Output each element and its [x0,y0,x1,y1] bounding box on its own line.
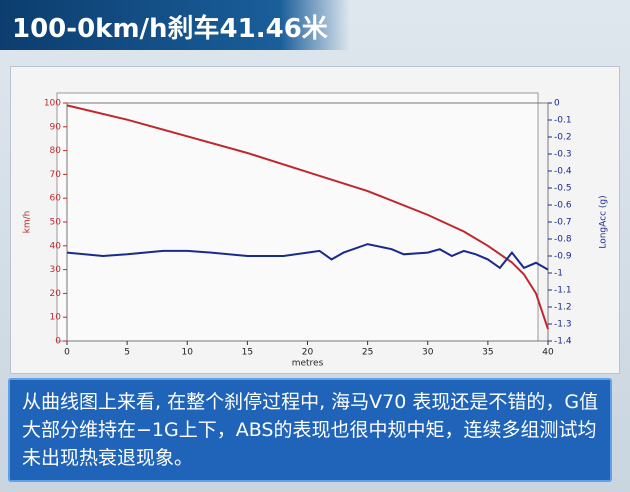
y2-tick-label: -1 [554,269,563,279]
x-tick-label: 0 [64,348,70,358]
y-tick-label: 90 [50,122,62,132]
chart: 0 5 10 15 20 25 30 35 40 0 10 20 30 40 50 60 70 80 90 100 0 -… [23,92,609,369]
caption-box: 从曲线图上来看, 在整个刹停过程中, 海马V70 表现还是不错的，G值大部分维持… [8,378,612,482]
y2-tick-label: -1.1 [554,286,572,296]
y2-tick-label: -0.5 [554,184,572,194]
data-line [66,104,549,330]
data-line [66,243,549,271]
y-tick-label: 60 [50,194,62,204]
x-tick-label: 10 [182,348,194,358]
y2-tick-label: -0.4 [554,167,572,177]
y2-tick-label: -1.2 [554,303,572,313]
y-tick-label: 20 [50,289,62,299]
y-tick-label: 0 [55,337,61,347]
chart-panel: 0 5 10 15 20 25 30 35 40 0 10 20 30 40 50 60 70 80 90 100 0 -… [10,66,620,374]
title: 100-0km/h刹车41.46米 [12,14,328,44]
y-tick-label: 30 [50,265,62,275]
y2-tick-label: -1.3 [554,320,572,330]
y2-tick-label: -0.6 [554,201,572,211]
y2-tick-label: -0.1 [554,116,572,126]
x-tick-label: 20 [302,348,314,358]
y2-tick-label: -0.3 [554,150,572,160]
y2-axis-label: LongAcc (g) [599,195,609,248]
y2-tick-label: -0.9 [554,252,572,262]
header-bar: 100-0km/h刹车41.46米 [0,0,350,50]
y-tick-label: 40 [50,241,62,251]
x-tick-label: 30 [422,348,434,358]
y2-tick-label: -1.4 [554,337,572,347]
y-tick-label: 70 [50,170,62,180]
y-axis-label: km/h [23,211,33,234]
caption-text: 从曲线图上来看, 在整个刹停过程中, 海马V70 表现还是不错的，G值大部分维持… [22,391,599,469]
plot-area [56,92,539,342]
y-tick-label: 10 [50,313,62,323]
y2-tick-label: -0.8 [554,235,572,245]
y-tick-label: 100 [44,99,61,109]
y2-tick-label: -0.2 [554,133,572,143]
x-tick-label: 40 [542,348,554,358]
x-tick-label: 25 [362,348,373,358]
x-tick-label: 5 [124,348,130,358]
y-tick-label: 80 [50,146,62,156]
x-tick-label: 15 [242,348,253,358]
y2-tick-label: 0 [554,99,560,109]
y-tick-label: 50 [50,218,62,228]
x-axis-label: metres [292,359,324,369]
y2-tick-label: -0.7 [554,218,572,228]
x-tick-label: 35 [482,348,493,358]
